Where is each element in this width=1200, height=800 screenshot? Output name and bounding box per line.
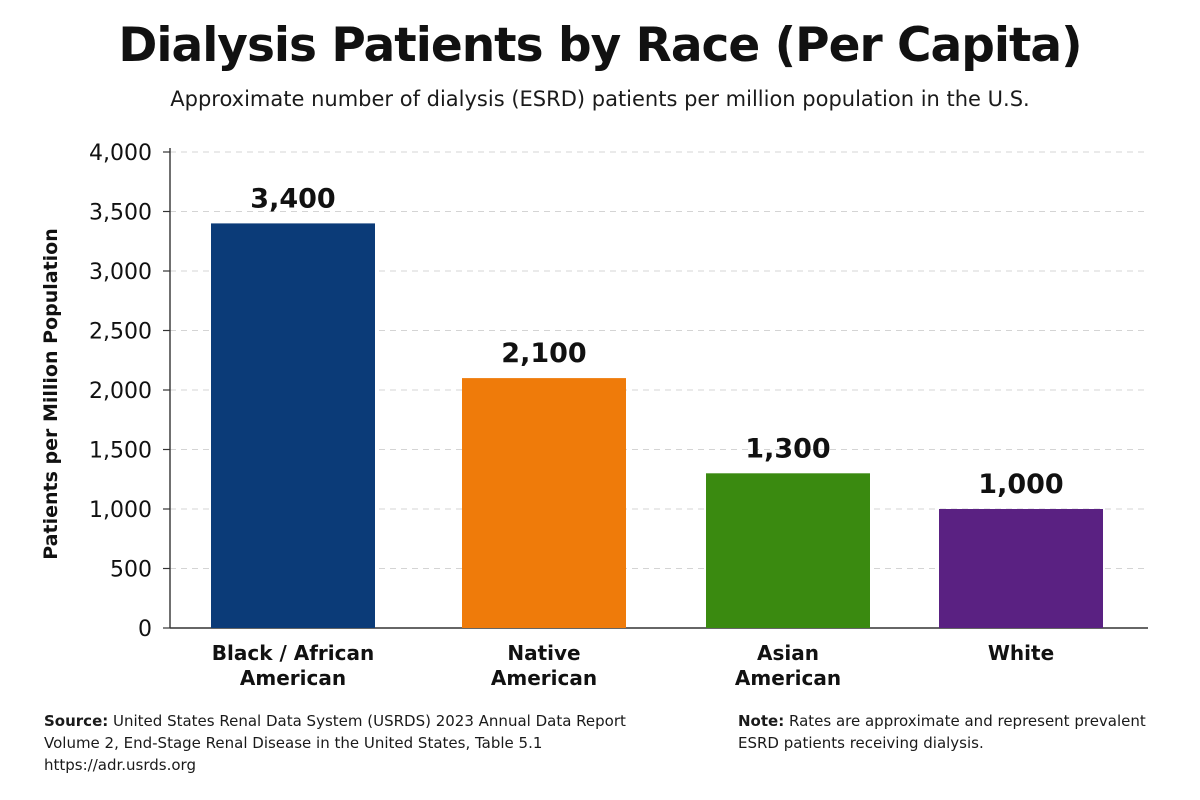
y-tick-label: 1,500 (89, 439, 152, 464)
bar-1 (211, 223, 375, 628)
bar-value-label: 1,300 (745, 433, 830, 464)
chart-title: Dialysis Patients by Race (Per Capita) (118, 18, 1082, 73)
y-tick-label: 3,000 (89, 260, 152, 285)
x-category-label: American (735, 666, 841, 690)
y-tick-label: 3,500 (89, 201, 152, 226)
bar-value-label: 2,100 (501, 338, 586, 369)
source-label: Source: (44, 712, 109, 730)
source-line-2: Volume 2, End-Stage Renal Disease in the… (44, 734, 543, 752)
y-tick-label: 500 (110, 558, 152, 583)
y-tick-label: 4,000 (89, 141, 152, 166)
note-line-1: Rates are approximate and represent prev… (784, 712, 1146, 730)
bar-4 (939, 509, 1103, 628)
x-category-label: American (240, 666, 346, 690)
note-line-2: ESRD patients receiving dialysis. (738, 734, 984, 752)
bar-value-label: 3,400 (250, 183, 335, 214)
y-tick-label: 0 (138, 617, 152, 642)
y-axis-label: Patients per Million Population (40, 228, 62, 560)
bar-2 (462, 378, 626, 628)
x-category-label: Native (507, 641, 580, 665)
x-category-label: Asian (757, 641, 819, 665)
rates-note: Note: Rates are approximate and represen… (738, 710, 1178, 754)
x-category-label: White (988, 641, 1054, 665)
source-note: Source: United States Renal Data System … (44, 710, 704, 776)
x-category-label: Black / African (212, 641, 374, 665)
bar-value-label: 1,000 (978, 469, 1063, 500)
y-tick-label: 1,000 (89, 498, 152, 523)
y-tick-label: 2,000 (89, 379, 152, 404)
chart-subtitle: Approximate number of dialysis (ESRD) pa… (170, 87, 1030, 111)
bar-3 (706, 473, 870, 628)
note-label: Note: (738, 712, 785, 730)
x-category-label: American (491, 666, 597, 690)
source-url[interactable]: https://adr.usrds.org (44, 756, 196, 774)
source-line-1: United States Renal Data System (USRDS) … (108, 712, 626, 730)
y-tick-label: 2,500 (89, 320, 152, 345)
